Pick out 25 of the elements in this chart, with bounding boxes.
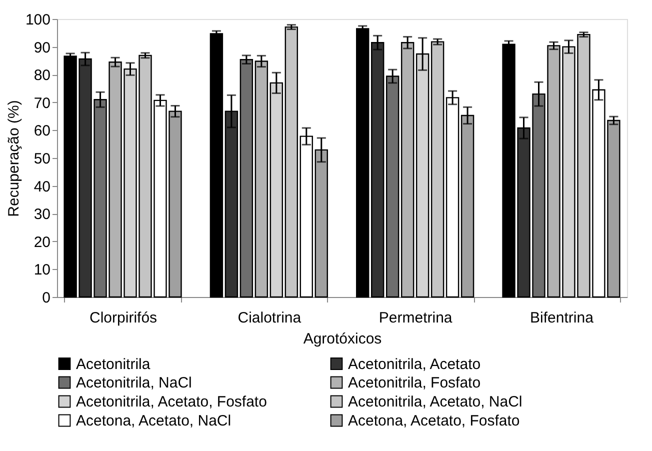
legend-label: Acetona, Acetato, NaCl [76,412,232,430]
y-tick-label: 100 [25,12,50,28]
y-tick-label: 60 [34,122,50,140]
y-axis-title: Recuperação (%) [5,100,22,217]
legend-label: Acetonitrila, Acetato, Fosfato [76,394,267,410]
legend-label: Acetonitrila, Acetato, NaCl [348,394,522,410]
y-tick-label: 20 [34,234,50,251]
y-tick-label: 10 [34,262,50,279]
y-tick-label: 40 [34,178,50,196]
legend-label: Acetonitrila, Acetato [348,356,481,373]
x-axis-title: Agrotóxicos [303,330,382,348]
x-tick-label: Bifentrina [530,310,594,326]
legend-label: Acetonitrila [76,356,151,373]
x-tick-label: Permetrina [378,310,453,326]
x-tick-label: Cialotrina [238,310,302,326]
y-tick-label: 30 [34,206,50,224]
y-tick-label: 0 [42,290,50,306]
legend-label: Acetona, Acetato, Fosfato [348,412,520,430]
y-tick-label: 70 [34,94,50,112]
x-tick-label: Clorpirifós [90,310,158,326]
y-tick-label: 80 [34,67,50,84]
legend-label: Acetonitrila, NaCl [76,374,192,392]
legend-label: Acetonitrila, Fosfato [348,374,481,392]
y-tick-label: 90 [34,39,50,56]
y-tick-label: 50 [34,150,50,168]
